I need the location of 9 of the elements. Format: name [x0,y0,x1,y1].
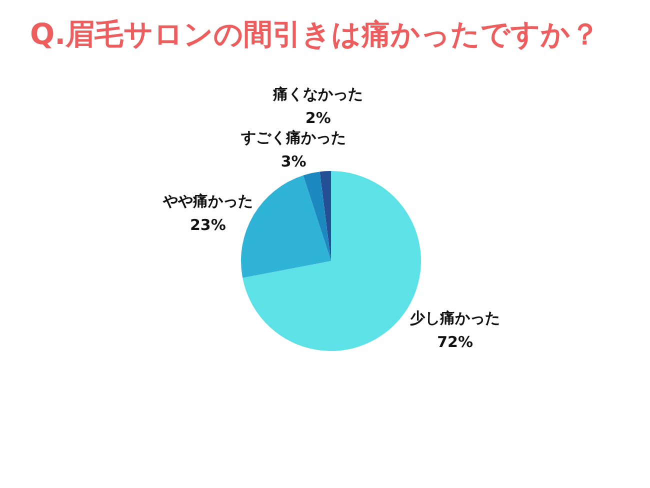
slice-label: やや痛かった [162,192,253,210]
data-label: 72% [437,333,474,352]
slice-label: すごく痛かった [240,128,346,147]
data-label: 3% [280,152,306,171]
chart-title: Q.眉毛サロンの間引きは痛かったですか？ [30,17,600,51]
data-label: 23% [190,216,226,234]
slice-label: 痛くなかった [272,85,364,104]
slice-label: 少し痛かった [410,309,500,328]
data-label: 2% [305,109,331,128]
